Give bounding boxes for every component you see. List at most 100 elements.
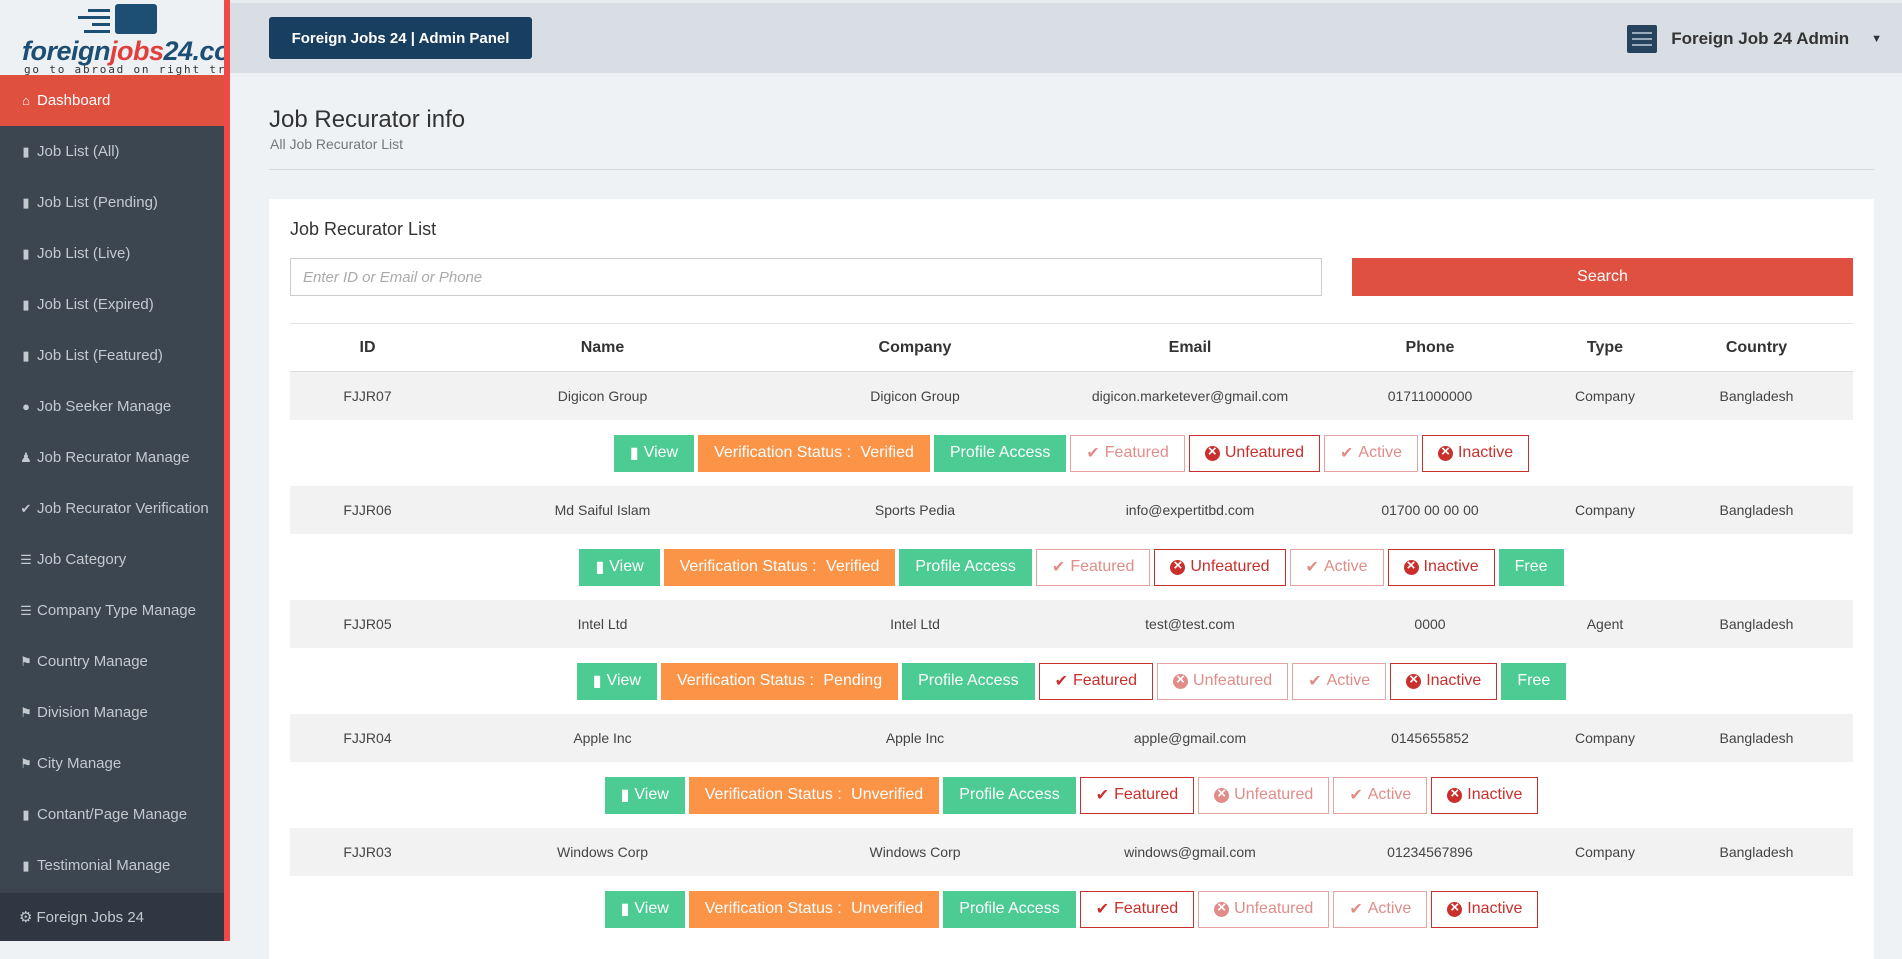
column-header: Phone — [1405, 338, 1455, 356]
column-header: ID — [359, 338, 376, 356]
inactive-button[interactable]: Inactive — [1421, 434, 1530, 472]
unfeatured-button[interactable]: Unfeatured — [1198, 890, 1330, 928]
table-cell: Intel Ltd — [890, 616, 940, 632]
check-icon: ✔ — [1095, 787, 1110, 804]
table-cell: Digicon Group — [870, 388, 960, 404]
sidebar-item-job-list-live[interactable]: ▮ Job List (Live) — [0, 228, 224, 279]
view-button[interactable]: ▮ View — [576, 662, 657, 700]
check-icon: ✔ — [1095, 901, 1110, 918]
file-icon: ▮ — [22, 296, 30, 312]
flag-icon: ⚑ — [20, 755, 32, 771]
profile-access-button[interactable]: Profile Access — [943, 890, 1076, 928]
verification-status-button[interactable]: Verification Status : Pending — [660, 662, 899, 700]
featured-button[interactable]: ✔ Featured — [1035, 548, 1151, 586]
user-menu[interactable]: Foreign Job 24 Admin ▼ — [1627, 25, 1882, 53]
view-button[interactable]: ▮ View — [604, 890, 685, 928]
sidebar-item-label: Job Recurator Manage — [37, 449, 190, 466]
free-button[interactable]: Free — [1501, 662, 1567, 700]
free-button[interactable]: Free — [1498, 548, 1564, 586]
inactive-button[interactable]: Inactive — [1390, 662, 1498, 700]
sidebar-item-job-recurator-verification[interactable]: ✔ Job Recurator Verification — [0, 483, 224, 534]
featured-button[interactable]: ✔ Featured — [1038, 662, 1154, 700]
inactive-button[interactable]: Inactive — [1431, 776, 1539, 814]
sidebar-item-job-category[interactable]: ☰ Job Category — [0, 534, 224, 585]
page-title: Job Recurator info — [269, 106, 466, 133]
verification-status-button[interactable]: Verification Status : Unverified — [688, 890, 940, 928]
flag-icon: ⚑ — [20, 653, 32, 669]
times-circle-icon — [1214, 899, 1230, 917]
view-button[interactable]: ▮ View — [604, 776, 685, 814]
table-row: FJJR06 Md Saiful Islam Sports Pedia info@ex… — [290, 486, 1853, 534]
search-input[interactable] — [290, 258, 1322, 296]
unfeatured-button[interactable]: Unfeatured — [1157, 662, 1289, 700]
unfeatured-button[interactable]: Unfeatured — [1188, 434, 1320, 472]
times-circle-icon — [1170, 557, 1186, 575]
file-icon: ▮ — [620, 787, 630, 804]
admin-panel-button[interactable]: Foreign Jobs 24 | Admin Panel — [269, 17, 532, 59]
table-row: FJJR05 Intel Ltd Intel Ltd test@test.com 000… — [290, 600, 1853, 648]
featured-button[interactable]: ✔ Featured — [1079, 776, 1195, 814]
sidebar-item-job-list-expired[interactable]: ▮ Job List (Expired) — [0, 279, 224, 330]
sidebar-item-job-list-featured[interactable]: ▮ Job List (Featured) — [0, 330, 224, 381]
sidebar-item-label: Country Manage — [37, 653, 148, 670]
featured-button[interactable]: ✔ Featured — [1070, 434, 1185, 472]
sidebar-item-division-manage[interactable]: ⚑ Division Manage — [0, 687, 224, 738]
active-button[interactable]: ✔ Active — [1333, 890, 1428, 928]
check-icon: ✔ — [20, 500, 32, 516]
list-icon: ☰ — [20, 602, 32, 618]
inactive-button[interactable]: Inactive — [1431, 890, 1539, 928]
table-cell: Intel Ltd — [577, 616, 628, 632]
inactive-button[interactable]: Inactive — [1387, 548, 1495, 586]
briefcase-icon — [115, 4, 157, 34]
table-cell: FJJR06 — [343, 502, 392, 518]
view-button[interactable]: ▮ View — [579, 548, 660, 586]
logo[interactable]: foreignjobs24.com go to abroad on right … — [0, 0, 224, 75]
table-cell: 01700 00 00 00 — [1381, 502, 1479, 518]
flag-icon: ⚑ — [20, 704, 32, 720]
unfeatured-button[interactable]: Unfeatured — [1198, 776, 1330, 814]
row-actions: ▮ View Verification Status : Unverified P… — [290, 762, 1853, 828]
profile-access-button[interactable]: Profile Access — [902, 662, 1035, 700]
user-icon: ● — [22, 399, 30, 414]
sidebar-item-contant-page-manage[interactable]: ▮ Contant/Page Manage — [0, 789, 224, 840]
sidebar-item-label: Job Seeker Manage — [37, 398, 172, 415]
times-circle-icon — [1437, 443, 1453, 461]
profile-access-button[interactable]: Profile Access — [943, 776, 1076, 814]
user-secret-icon: ♟ — [20, 449, 32, 465]
sidebar-item-testimonial-manage[interactable]: ▮ Testimonial Manage — [0, 840, 224, 891]
sidebar-item-job-seeker-manage[interactable]: ● Job Seeker Manage — [0, 381, 224, 432]
table-cell: Apple Inc — [885, 730, 945, 746]
times-circle-icon — [1447, 785, 1463, 803]
file-icon: ▮ — [22, 347, 30, 363]
active-button[interactable]: ✔ Active — [1323, 434, 1418, 472]
sidebar-item-city-manage[interactable]: ⚑ City Manage — [0, 738, 224, 789]
sidebar-item-job-recurator-manage[interactable]: ♟ Job Recurator Manage — [0, 432, 224, 483]
verification-status-button[interactable]: Verification Status : Verified — [663, 548, 896, 586]
search-button[interactable]: Search — [1352, 258, 1853, 296]
row-actions: ▮ View Verification Status : Unverified P… — [290, 876, 1853, 942]
active-button[interactable]: ✔ Active — [1289, 548, 1384, 586]
sidebar-item-dashboard[interactable]: ⌂ Dashboard — [0, 75, 224, 126]
sidebar-item-job-list-all[interactable]: ▮ Job List (All) — [0, 126, 224, 177]
profile-access-button[interactable]: Profile Access — [899, 548, 1032, 586]
sidebar-item-country-manage[interactable]: ⚑ Country Manage — [0, 636, 224, 687]
active-button[interactable]: ✔ Active — [1333, 776, 1428, 814]
featured-button[interactable]: ✔ Featured — [1079, 890, 1195, 928]
user-name: Foreign Job 24 Admin — [1671, 29, 1850, 48]
verification-status-button[interactable]: Verification Status : Unverified — [688, 776, 940, 814]
unfeatured-button[interactable]: Unfeatured — [1154, 548, 1286, 586]
sidebar-footer[interactable]: ⚙ Foreign Jobs 24 — [0, 893, 224, 941]
profile-access-button[interactable]: Profile Access — [933, 434, 1067, 472]
times-circle-icon — [1403, 557, 1419, 575]
list-icon: ☰ — [20, 551, 32, 567]
sidebar-item-job-list-pending[interactable]: ▮ Job List (Pending) — [0, 177, 224, 228]
file-icon: ▮ — [620, 901, 630, 918]
file-icon: ▮ — [22, 245, 30, 261]
active-button[interactable]: ✔ Active — [1292, 662, 1387, 700]
view-button[interactable]: ▮ View — [613, 434, 695, 472]
verification-status-button[interactable]: Verification Status : Verified — [698, 434, 930, 472]
column-header: Country — [1725, 338, 1788, 356]
check-icon: ✔ — [1305, 559, 1319, 576]
file-icon: ▮ — [629, 445, 639, 462]
sidebar-item-company-type-manage[interactable]: ☰ Company Type Manage — [0, 585, 224, 636]
